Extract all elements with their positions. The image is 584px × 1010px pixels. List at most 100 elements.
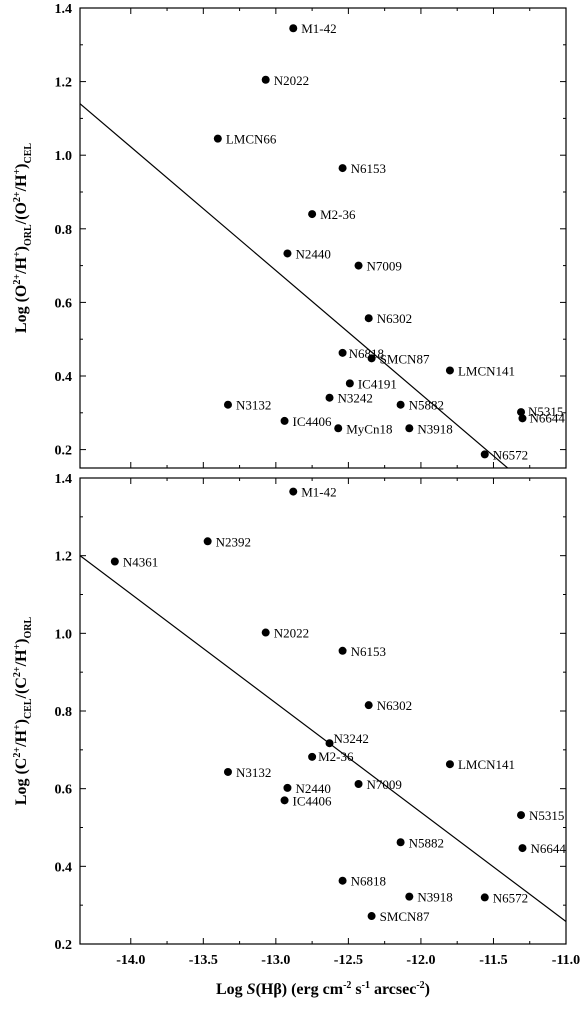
data-point [338, 164, 347, 173]
data-point-label: N3242 [334, 731, 369, 746]
data-point [325, 739, 334, 748]
x-tick-label: -13.5 [189, 953, 218, 968]
data-point-label: IC4406 [293, 793, 333, 808]
data-point [283, 249, 292, 258]
data-point-label: M1-42 [301, 485, 336, 500]
y-tick-label: 1.4 [55, 2, 73, 17]
data-point [280, 416, 289, 425]
plot-frame-1 [79, 7, 567, 469]
data-point-label: N4361 [123, 554, 158, 569]
data-point-label: N2440 [295, 246, 330, 261]
data-point-label: N5882 [409, 835, 444, 850]
y-tick-label: 0.6 [55, 783, 73, 798]
y-tick-label: 0.6 [55, 296, 73, 311]
y-tick-label: 1.2 [55, 550, 73, 565]
data-point [338, 348, 347, 357]
data-point-label: N6302 [377, 311, 412, 326]
data-point [405, 892, 414, 901]
data-point-label: N6302 [377, 698, 412, 713]
data-point-label: N6572 [493, 890, 528, 905]
data-point [354, 261, 363, 270]
data-point [213, 134, 222, 143]
data-point-label: LMCN141 [458, 757, 515, 772]
data-point-label: N5882 [409, 398, 444, 413]
y-tick-label: 0.4 [55, 860, 73, 875]
data-point-label: SMCN87 [380, 909, 430, 924]
data-point-label: N6644 [530, 841, 566, 856]
data-point-label: M1-42 [301, 21, 336, 36]
data-point [445, 366, 454, 375]
y-tick-label: 1.4 [55, 472, 73, 487]
data-point-label: MyCn18 [346, 421, 392, 436]
data-point [261, 75, 270, 84]
data-point-label: N6572 [493, 447, 528, 462]
data-point-label: N2022 [274, 626, 309, 641]
y-tick-label: 0.8 [55, 223, 73, 238]
data-point-label: LMCN141 [458, 363, 515, 378]
data-point-label: IC4406 [293, 414, 333, 429]
data-point [518, 414, 527, 423]
y-axis-title: Log (O2+/H+)ORL/(O2+/H+)CEL [12, 143, 34, 333]
data-point [223, 400, 232, 409]
data-point [345, 379, 354, 388]
data-point [480, 450, 489, 459]
data-point [396, 400, 405, 409]
data-point [261, 628, 270, 637]
x-tick-label: -12.5 [334, 953, 363, 968]
data-point [364, 314, 373, 323]
data-point [283, 783, 292, 792]
data-point-label: N3918 [417, 890, 452, 905]
data-point-label: N6153 [351, 644, 386, 659]
data-point-label: N7009 [367, 777, 402, 792]
data-point-label: N6818 [351, 874, 386, 889]
data-point [289, 24, 298, 33]
y-tick-label: 0.2 [55, 444, 73, 459]
data-point-label: N3132 [236, 765, 271, 780]
data-point-label: N3132 [236, 398, 271, 413]
data-point [308, 752, 317, 761]
data-point [518, 844, 527, 853]
y-tick-label: 0.4 [55, 370, 73, 385]
x-tick-label: -11.5 [479, 953, 507, 968]
data-point [517, 811, 526, 820]
data-point-label: IC4191 [358, 376, 397, 391]
data-point-label: N6644 [529, 410, 565, 425]
data-point [367, 912, 376, 921]
x-tick-label: -11.0 [552, 953, 580, 968]
y-tick-label: 0.8 [55, 705, 73, 720]
y-tick-label: 1.2 [55, 76, 73, 91]
data-point-label: N5315 [528, 404, 563, 419]
y-tick-label: 1.0 [55, 627, 73, 642]
data-point-label: N2392 [216, 534, 251, 549]
x-tick-label: -13.0 [261, 953, 290, 968]
data-point-label: N2022 [274, 73, 309, 88]
data-point-label: M2-36 [320, 207, 356, 222]
data-point-label: N2440 [295, 781, 330, 796]
data-point-label: N3918 [417, 421, 452, 436]
data-point [338, 876, 347, 885]
data-point [203, 537, 212, 546]
data-point [396, 838, 405, 847]
y-tick-label: 0.2 [55, 938, 73, 953]
fit-line [80, 555, 566, 922]
data-point-label: LMCN66 [226, 132, 277, 147]
data-point [289, 487, 298, 496]
data-point [364, 701, 373, 710]
data-point-label: N5315 [529, 808, 564, 823]
data-point [517, 408, 526, 417]
fit-line [80, 103, 509, 468]
data-point-label: N6153 [351, 161, 386, 176]
data-point [445, 760, 454, 769]
data-point [280, 796, 289, 805]
y-tick-label: 1.0 [55, 149, 73, 164]
x-axis-title: Log S(Hβ) (erg cm-2 s-1 arcsec-2) [216, 980, 430, 998]
data-point-label: M2-36 [318, 749, 354, 764]
data-point-label: N7009 [367, 259, 402, 274]
data-point [223, 767, 232, 776]
data-point [367, 354, 376, 363]
data-point [354, 780, 363, 789]
plot-frame-2 [79, 477, 567, 945]
data-point [110, 557, 119, 566]
data-point [308, 210, 317, 219]
